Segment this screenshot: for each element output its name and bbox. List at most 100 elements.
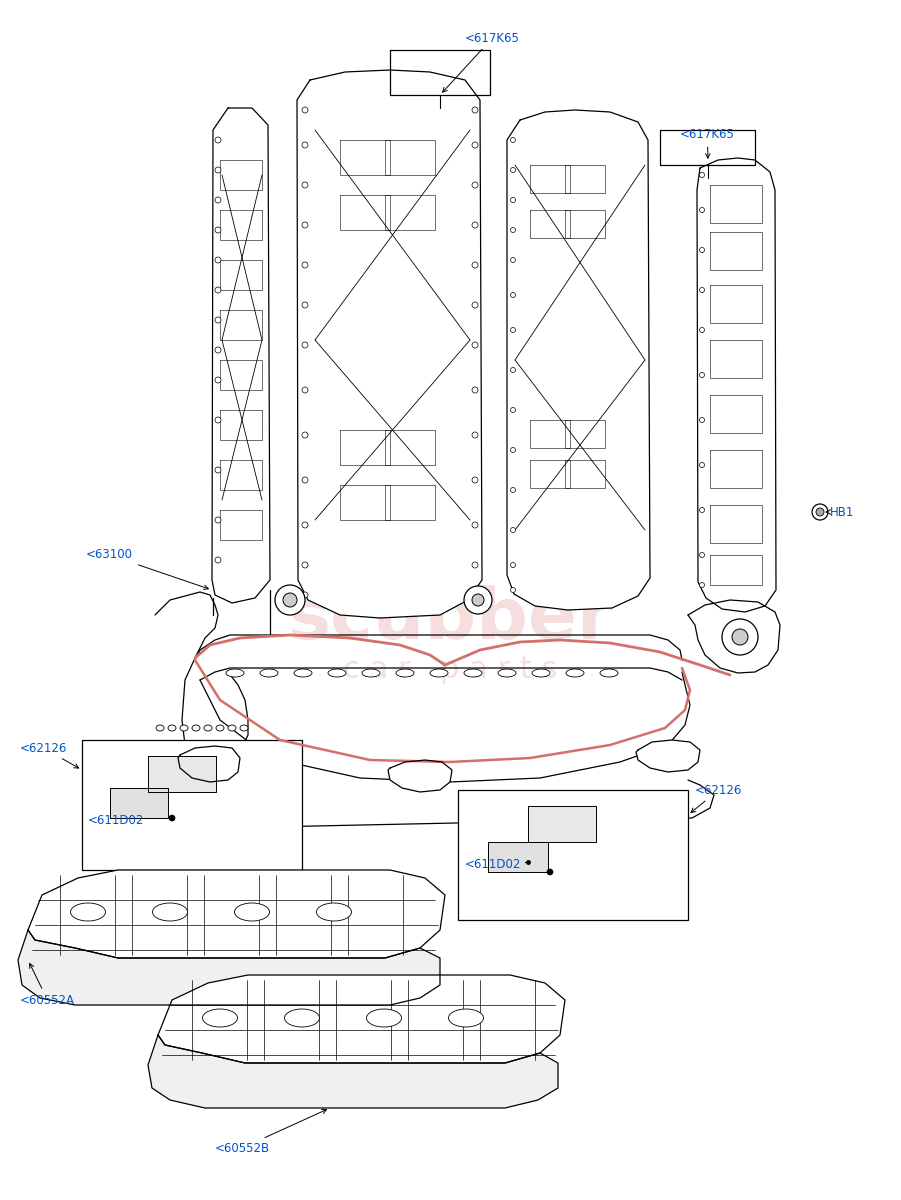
Circle shape (511, 328, 515, 332)
Ellipse shape (464, 670, 482, 677)
Circle shape (699, 208, 705, 212)
Circle shape (699, 462, 705, 468)
Text: <611D02: <611D02 (88, 814, 144, 827)
Circle shape (464, 586, 492, 614)
Ellipse shape (362, 670, 380, 677)
Circle shape (699, 418, 705, 422)
Circle shape (472, 562, 478, 568)
Circle shape (302, 562, 308, 568)
Circle shape (302, 592, 308, 598)
Ellipse shape (396, 670, 414, 677)
Polygon shape (148, 756, 216, 792)
Circle shape (699, 247, 705, 252)
Circle shape (511, 168, 515, 173)
Polygon shape (297, 70, 482, 618)
Circle shape (472, 342, 478, 348)
Circle shape (302, 182, 308, 188)
Ellipse shape (294, 670, 312, 677)
Polygon shape (390, 50, 490, 95)
Circle shape (215, 467, 221, 473)
Polygon shape (697, 158, 776, 612)
Circle shape (472, 262, 478, 268)
Polygon shape (178, 746, 240, 782)
Ellipse shape (240, 725, 248, 731)
Circle shape (511, 448, 515, 452)
Circle shape (812, 504, 828, 520)
Polygon shape (688, 600, 780, 673)
Ellipse shape (566, 670, 584, 677)
Circle shape (472, 142, 478, 148)
Circle shape (302, 476, 308, 482)
Polygon shape (528, 806, 596, 842)
Text: <63100: <63100 (86, 548, 208, 589)
Text: scubber: scubber (287, 586, 613, 654)
Circle shape (215, 347, 221, 353)
Polygon shape (212, 108, 270, 602)
Circle shape (511, 528, 515, 533)
Text: c a r   p a r t s: c a r p a r t s (342, 655, 557, 684)
Circle shape (511, 408, 515, 413)
Ellipse shape (532, 670, 550, 677)
Circle shape (699, 173, 705, 178)
Circle shape (215, 257, 221, 263)
Circle shape (302, 386, 308, 392)
Circle shape (699, 288, 705, 293)
Polygon shape (388, 760, 452, 792)
Polygon shape (507, 110, 650, 610)
Circle shape (283, 593, 297, 607)
Text: <62126: <62126 (691, 784, 742, 812)
Circle shape (699, 372, 705, 378)
Circle shape (215, 377, 221, 383)
Polygon shape (488, 842, 548, 872)
Circle shape (215, 517, 221, 523)
Ellipse shape (156, 725, 164, 731)
Polygon shape (18, 930, 440, 1006)
Circle shape (511, 138, 515, 143)
Circle shape (699, 582, 705, 588)
Ellipse shape (168, 725, 176, 731)
Circle shape (215, 287, 221, 293)
Ellipse shape (152, 902, 187, 922)
Text: <60552B: <60552B (214, 1110, 326, 1154)
Circle shape (472, 476, 478, 482)
Circle shape (472, 594, 484, 606)
Ellipse shape (600, 670, 618, 677)
Circle shape (511, 563, 515, 568)
Circle shape (302, 432, 308, 438)
Circle shape (215, 227, 221, 233)
Circle shape (511, 367, 515, 372)
Circle shape (511, 487, 515, 492)
Ellipse shape (204, 725, 212, 731)
Circle shape (215, 167, 221, 173)
Circle shape (511, 258, 515, 263)
Circle shape (302, 142, 308, 148)
Circle shape (472, 107, 478, 113)
Ellipse shape (328, 670, 346, 677)
Polygon shape (158, 974, 565, 1063)
Bar (82, 740, 302, 870)
Circle shape (472, 522, 478, 528)
Circle shape (215, 197, 221, 203)
Text: <617K65: <617K65 (442, 31, 520, 92)
Circle shape (699, 508, 705, 512)
Circle shape (472, 592, 478, 598)
Circle shape (275, 584, 305, 614)
Polygon shape (660, 130, 755, 164)
Ellipse shape (216, 725, 224, 731)
Ellipse shape (226, 670, 244, 677)
Polygon shape (148, 1034, 558, 1108)
Bar (458, 790, 688, 920)
Circle shape (302, 107, 308, 113)
Text: <60552A: <60552A (20, 964, 75, 1007)
Circle shape (169, 815, 175, 821)
Circle shape (215, 317, 221, 323)
Circle shape (816, 508, 824, 516)
Polygon shape (110, 788, 168, 818)
Ellipse shape (228, 725, 236, 731)
Circle shape (302, 302, 308, 308)
Circle shape (302, 522, 308, 528)
Text: HB1: HB1 (826, 505, 854, 518)
Circle shape (472, 302, 478, 308)
Text: <617K65: <617K65 (680, 128, 735, 158)
Circle shape (547, 869, 553, 875)
